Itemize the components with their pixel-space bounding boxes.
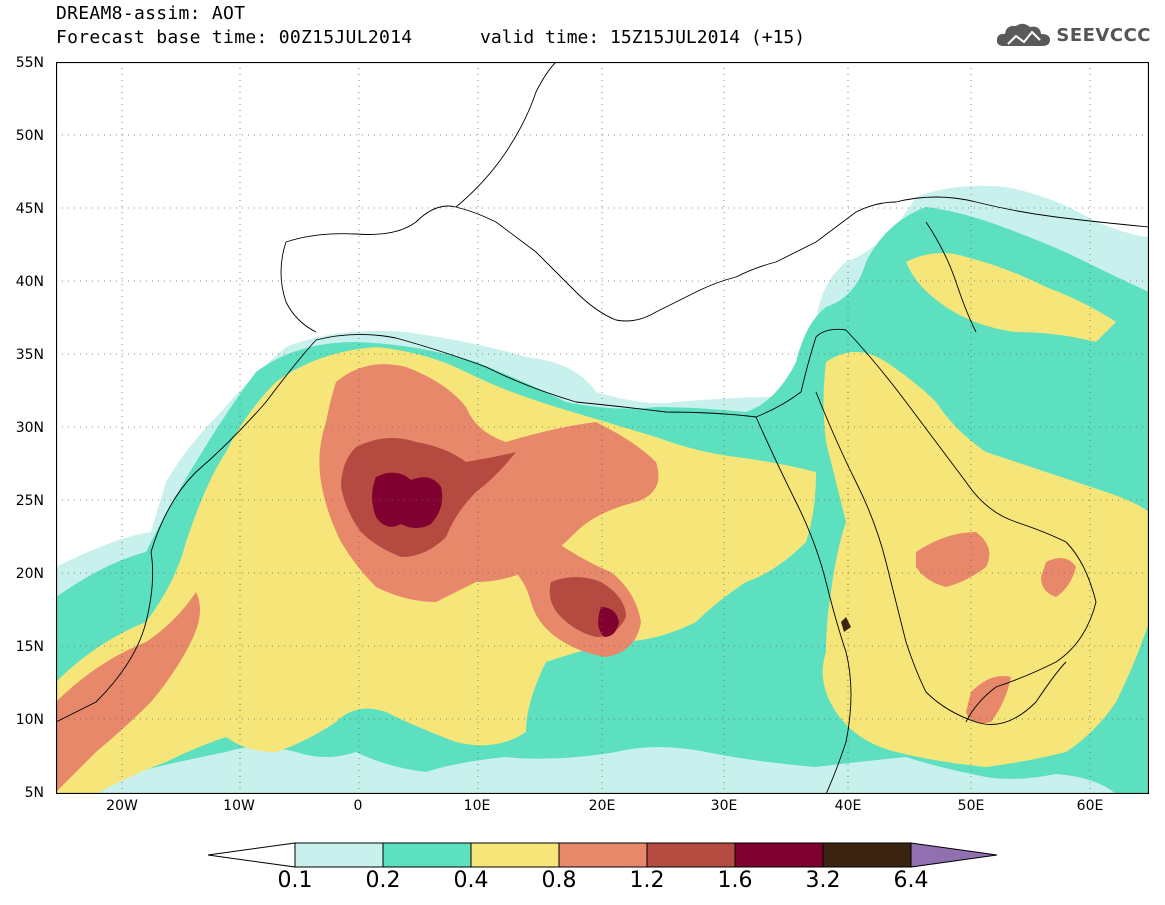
lat-label-25n: 25N [15,493,44,509]
seevccc-logo: SEEVCCC [996,20,1151,50]
colorbar-bin-1.6-3.2 [734,842,824,868]
colorbar-label-3.2: 3.2 [805,868,841,893]
colorbar-bin-1.2-1.6 [646,842,736,868]
lon-label-60e: 60E [1076,798,1104,814]
colorbar-max-arrow [910,842,998,868]
lon-label-20w: 20W [106,798,138,814]
lon-label-20e: 20E [588,798,616,814]
colorbar-bin-0.8-1.2 [558,842,648,868]
lon-label-30e: 30E [710,798,738,814]
colorbar-label-1.6: 1.6 [717,868,753,893]
cloud-icon [997,23,1051,46]
aot-contour-1.6-chad [598,607,619,637]
aot-contour-3.2 [841,617,851,632]
lat-label-35n: 35N [15,347,44,363]
colorbar-label-0.4: 0.4 [453,868,489,893]
lon-label-0: 0 [353,798,363,814]
colorbar-label-0.1: 0.1 [277,868,313,893]
aot-contour-1.6-sahara [372,472,443,528]
lat-label-45n: 45N [15,201,44,217]
aot-contours [56,185,1149,794]
aot-contour-0.8-somalia [966,676,1011,724]
coastlines [56,62,1149,794]
forecast-base-time: Forecast base time: 00Z15JUL2014 [56,27,413,48]
lat-label-5n: 5N [24,785,44,801]
colorbar-label-0.8: 0.8 [541,868,577,893]
lat-label-40n: 40N [15,274,44,290]
map-frame [56,62,1149,794]
aot-contour-0.8-oman [1041,558,1076,597]
valid-time: valid time: 15Z15JUL2014 (+15) [480,27,806,48]
lon-label-50e: 50E [957,798,985,814]
lat-label-30n: 30N [15,420,44,436]
colorbar-min-arrow [207,842,296,868]
logo-text: SEEVCCC [1056,24,1151,46]
colorbar-label-0.2: 0.2 [365,868,401,893]
aot-contour-0.8-arabia [916,532,990,587]
colorbar-bin-0.1-0.2 [294,842,384,868]
colorbar-bin-0.2-0.4 [382,842,472,868]
lon-label-10e: 10E [463,798,491,814]
colorbar-label-1.2: 1.2 [629,868,665,893]
aot-contour-0.4-iran [906,253,1116,342]
map-title: DREAM8-assim: AOT [56,3,246,24]
colorbar-bin-0.4-0.8 [470,842,560,868]
colorbar-bin-3.2-6.4 [822,842,912,868]
lat-label-20n: 20N [15,566,44,582]
colorbar [207,842,998,868]
lat-label-55n: 55N [15,55,44,71]
gridlines [56,62,1149,794]
lat-label-50n: 50N [15,128,44,144]
lat-label-10n: 10N [15,712,44,728]
lon-label-10w: 10W [223,798,255,814]
aot-map [56,62,1149,794]
lon-label-40e: 40E [834,798,862,814]
colorbar-label-6.4: 6.4 [893,868,929,893]
lat-label-15n: 15N [15,639,44,655]
aot-contour-0.8-westcoast [56,592,200,792]
